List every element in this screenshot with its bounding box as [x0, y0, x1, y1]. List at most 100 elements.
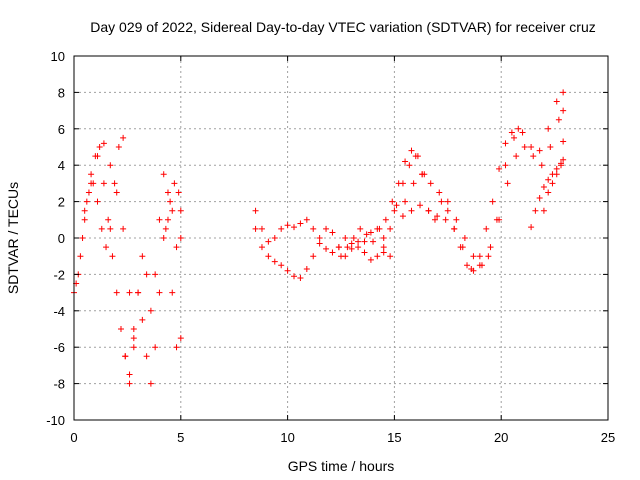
data-point-marker [160, 171, 167, 178]
data-point-marker [545, 189, 552, 196]
data-point-marker [406, 162, 413, 169]
data-point-marker [436, 189, 443, 196]
data-point-marker [316, 235, 323, 241]
data-point-marker [303, 216, 310, 223]
x-tick-label: 10 [280, 430, 294, 445]
data-point-marker [177, 235, 184, 241]
data-point-marker [399, 213, 406, 220]
x-axis-label: GPS time / hours [288, 458, 395, 474]
data-point-marker [515, 125, 522, 132]
data-point-marker [88, 180, 95, 187]
data-point-marker [94, 153, 101, 160]
data-point-marker [342, 235, 349, 241]
data-point-marker [376, 225, 383, 232]
data-point-marker [284, 267, 291, 274]
data-point-marker [156, 289, 163, 296]
data-point-marker [107, 225, 114, 232]
data-point-marker [297, 275, 304, 282]
data-point-marker [528, 224, 535, 231]
data-point-marker [291, 224, 298, 231]
data-point-marker [558, 162, 565, 169]
data-point-marker [258, 225, 265, 232]
data-point-marker [380, 235, 387, 241]
data-point-marker [98, 225, 105, 232]
data-point-marker [487, 244, 494, 251]
data-point-marker [444, 198, 451, 205]
data-point-marker [399, 180, 406, 187]
data-point-marker [271, 235, 278, 241]
data-point-marker [431, 216, 438, 223]
data-point-marker [553, 171, 560, 178]
data-point-marker [470, 253, 477, 260]
y-tick-label: 2 [58, 195, 65, 210]
data-point-marker [265, 238, 272, 245]
data-point-marker [464, 262, 471, 269]
data-point-marker [175, 189, 182, 196]
y-tick-label: -4 [53, 304, 65, 319]
data-point-marker [122, 353, 129, 360]
data-point-marker [560, 89, 567, 96]
data-point-marker [560, 156, 567, 163]
data-point-marker [560, 138, 567, 145]
data-point-marker [147, 380, 154, 387]
data-point-marker [530, 153, 537, 160]
y-tick-label: -10 [46, 413, 65, 428]
data-point-marker [130, 344, 137, 351]
data-point-marker [489, 198, 496, 205]
series-11 [391, 89, 567, 272]
series-13 [528, 156, 567, 231]
data-point-marker [370, 238, 377, 245]
data-point-marker [81, 207, 88, 214]
data-point-marker [560, 107, 567, 114]
data-point-marker [391, 207, 398, 214]
data-point-marker [297, 220, 304, 227]
data-point-marker [171, 180, 178, 187]
x-tick-label: 5 [177, 430, 184, 445]
data-point-marker [167, 198, 174, 205]
data-point-marker [105, 216, 112, 223]
data-point-marker [338, 253, 344, 260]
data-point-marker [350, 235, 357, 241]
data-point-marker [258, 244, 265, 251]
data-point-marker [103, 244, 110, 251]
data-point-marker [177, 335, 184, 342]
data-point-marker [402, 158, 409, 165]
data-point-marker [536, 194, 543, 201]
data-point-marker [284, 222, 291, 229]
data-point-marker [387, 225, 394, 232]
data-point-marker [173, 344, 180, 351]
series-6 [162, 180, 184, 232]
data-point-marker [355, 244, 362, 251]
data-point-marker [478, 262, 485, 269]
data-point-marker [547, 144, 554, 150]
data-point-marker [79, 235, 86, 241]
data-point-marker [393, 202, 400, 209]
data-point-marker [389, 198, 396, 205]
data-point-marker [380, 249, 387, 256]
data-point-marker [278, 225, 285, 232]
data-point-marker [152, 271, 159, 278]
data-point-marker [410, 180, 417, 187]
data-point-marker [303, 265, 310, 272]
data-point-marker [425, 207, 432, 214]
data-point-marker [310, 225, 317, 232]
data-point-marker [451, 225, 458, 232]
data-point-marker [152, 344, 159, 351]
data-point-marker [521, 144, 528, 150]
data-point-marker [367, 229, 374, 236]
series-4 [122, 189, 184, 387]
series-8 [252, 225, 394, 282]
data-point-marker [427, 180, 434, 187]
data-point-marker [438, 198, 445, 205]
data-point-marker [139, 316, 146, 323]
data-point-marker [335, 244, 342, 251]
data-point-marker [408, 147, 415, 154]
series-12 [402, 107, 567, 269]
data-point-marker [160, 235, 167, 241]
data-point-marker [434, 213, 441, 220]
data-point-marker [485, 253, 492, 260]
data-point-marker [382, 216, 389, 223]
data-point-marker [115, 144, 122, 150]
data-point-marker [329, 229, 336, 236]
grid-lines [74, 56, 608, 420]
